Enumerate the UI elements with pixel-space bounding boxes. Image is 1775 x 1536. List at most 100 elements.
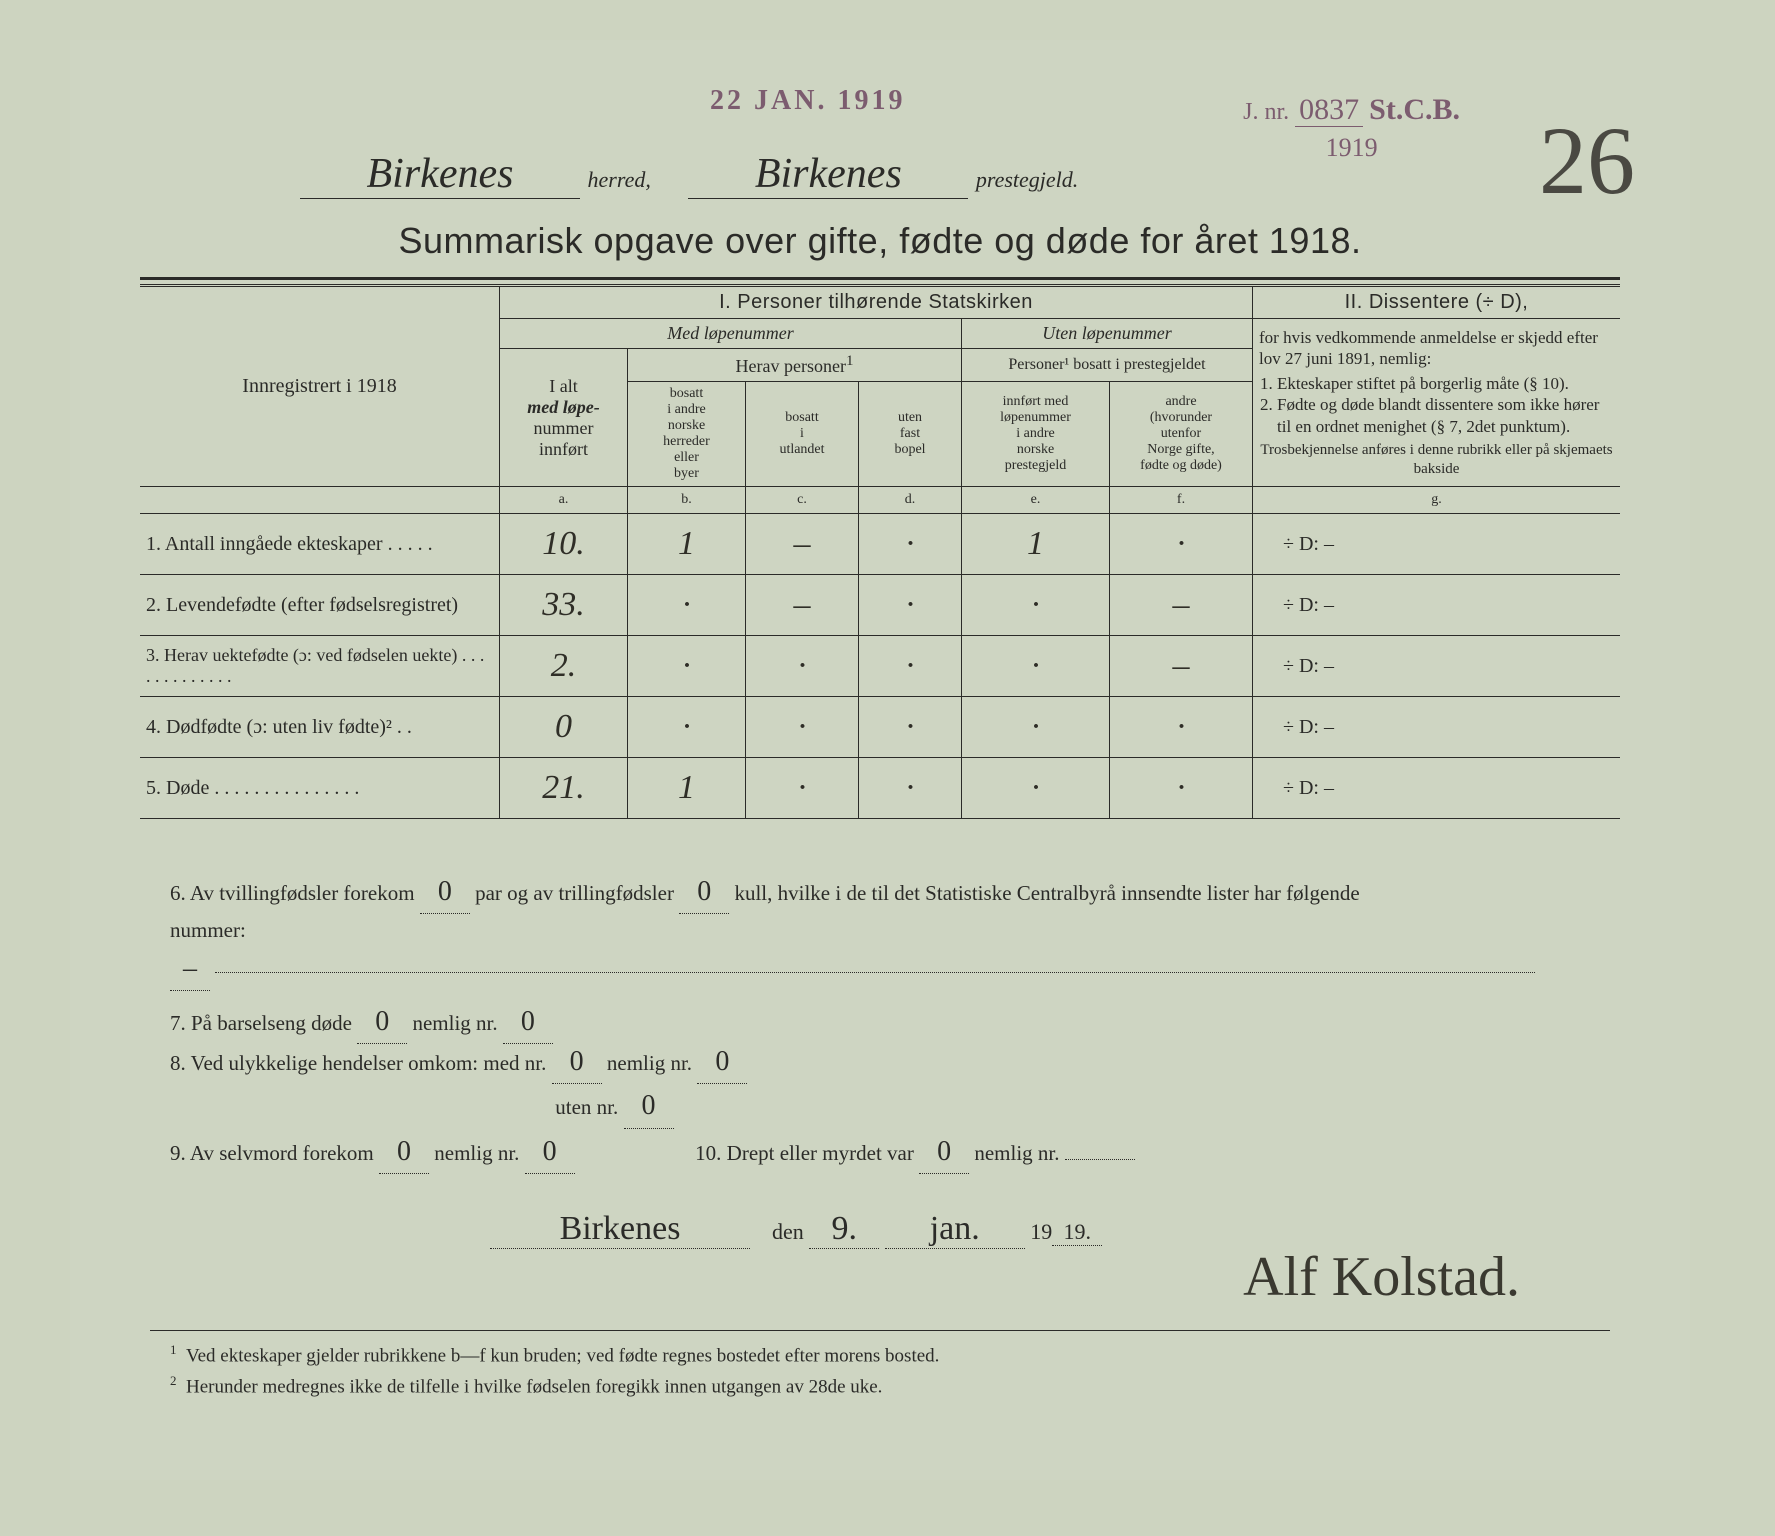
diss-item-1: Ekteskaper stiftet på borgerlig måte (§ … xyxy=(1277,373,1614,394)
row1-e: 1 xyxy=(962,514,1110,575)
row5-label: 5. Døde . . . . . . . . . . . . . . . xyxy=(140,758,500,819)
sig-den: den xyxy=(772,1219,804,1244)
letter-g: g. xyxy=(1253,487,1621,514)
signature-line: Birkenes den 9. jan. 1919. xyxy=(490,1210,1102,1249)
q7-pre: 7. På barselseng døde xyxy=(170,1011,352,1035)
q7-v2: 0 xyxy=(503,1000,553,1044)
q8-pre: 8. Ved ulykkelige hendelser omkom: med n… xyxy=(170,1051,546,1075)
table-row: 1. Antall inngåede ekteskaper . . . . . … xyxy=(140,514,1620,575)
uten-lopen-text: Uten løpenummer xyxy=(1042,323,1171,343)
cc2: utlandet xyxy=(779,442,824,457)
col-c-header: bosatt i utlandet xyxy=(746,382,859,487)
row3-f: – xyxy=(1110,636,1253,697)
med-lopen-text: Med løpenummer xyxy=(667,323,793,343)
cf3: Norge gifte, xyxy=(1147,442,1214,457)
row4-c: · xyxy=(746,697,859,758)
cf2: utenfor xyxy=(1161,426,1201,441)
cb0: bosatt xyxy=(670,386,703,401)
row3-b: · xyxy=(628,636,746,697)
sig-year-suffix: 19. xyxy=(1052,1219,1102,1246)
row5-e: · xyxy=(962,758,1110,819)
row2-d: · xyxy=(859,575,962,636)
herav-text: Herav personer xyxy=(736,356,846,376)
herred-line: Birkenes herred, Birkenes prestegjeld. xyxy=(300,150,1420,199)
q10-v1: 0 xyxy=(919,1130,969,1174)
row3-label: 3. Herav uektefødte (ɔ: ved fødselen uek… xyxy=(140,636,500,697)
cd1: fast xyxy=(900,426,920,441)
question-8: 8. Ved ulykkelige hendelser omkom: med n… xyxy=(170,1040,1590,1129)
row2-a: 33. xyxy=(500,575,628,636)
herred-label: herred, xyxy=(588,167,651,192)
col-b-header: bosatt i andre norske herreder eller bye… xyxy=(628,382,746,487)
footnote-2: Herunder medregnes ikke de tilfelle i hv… xyxy=(186,1376,882,1397)
cf4: fødte og døde) xyxy=(1140,458,1222,473)
footnote-rule xyxy=(150,1330,1610,1331)
row2-b: · xyxy=(628,575,746,636)
q10-v2 xyxy=(1065,1159,1135,1160)
col-d-header: uten fast bopel xyxy=(859,382,962,487)
row3-a: 2. xyxy=(500,636,628,697)
letter-a: a. xyxy=(500,487,628,514)
date-stamp: 22 JAN. 1919 xyxy=(710,85,905,117)
row4-g: ÷ D: – xyxy=(1253,697,1621,758)
row4-label: 4. Dødfødte (ɔ: uten liv fødte)² . . xyxy=(140,697,500,758)
table-row: 4. Dødfødte (ɔ: uten liv fødte)² . . 0 ·… xyxy=(140,697,1620,758)
q8-v2: 0 xyxy=(697,1040,747,1084)
heavy-rule xyxy=(140,277,1620,285)
cc0: bosatt xyxy=(785,410,818,425)
row1-label: 1. Antall inngåede ekteskaper . . . . . xyxy=(140,514,500,575)
q8-v1: 0 xyxy=(552,1040,602,1084)
cb4: eller xyxy=(674,450,699,465)
q10-mid: nemlig nr. xyxy=(974,1141,1059,1165)
row4-d: · xyxy=(859,697,962,758)
q6-twin: 0 xyxy=(420,870,470,914)
q6-mid: par og av trillingfødsler xyxy=(475,881,674,905)
q6-post: kull, hvilke i de til det Statistiske Ce… xyxy=(734,881,1359,905)
cc1: i xyxy=(800,426,804,441)
jnr-suffix: St.C.B. xyxy=(1369,93,1460,126)
q8-line2-pre: uten nr. xyxy=(555,1095,618,1119)
row1-a: 10. xyxy=(500,514,628,575)
q6-dash: – xyxy=(170,947,210,991)
dissentere-text: for hvis vedkommende anmeldelse er skjed… xyxy=(1253,319,1621,487)
cb1: i andre xyxy=(667,402,705,417)
col-a-l1: med løpe- xyxy=(527,397,599,417)
row4-b: · xyxy=(628,697,746,758)
q9-v2: 0 xyxy=(525,1130,575,1174)
med-lopenummer: Med løpenummer xyxy=(500,319,962,349)
col-a-header: I alt med løpe- nummer innført xyxy=(500,349,628,487)
summary-table: Innregistrert i 1918 I. Personer tilhøre… xyxy=(140,286,1620,819)
q6-triplet: 0 xyxy=(679,870,729,914)
cb5: byer xyxy=(674,466,699,481)
row4-a: 0 xyxy=(500,697,628,758)
q6-line2: nummer: xyxy=(170,918,246,942)
row5-d: · xyxy=(859,758,962,819)
pers-bosatt: Personer¹ bosatt i prestegjeldet xyxy=(962,349,1253,382)
q10-pre: 10. Drept eller myrdet var xyxy=(695,1141,914,1165)
row3-e: · xyxy=(962,636,1110,697)
uten-lopenummer: Uten løpenummer xyxy=(962,319,1253,349)
table-row: 5. Døde . . . . . . . . . . . . . . . 21… xyxy=(140,758,1620,819)
ce3: norske xyxy=(1017,442,1054,457)
page-number-handwritten: 26 xyxy=(1539,105,1635,216)
q9-mid: nemlig nr. xyxy=(434,1141,519,1165)
ce1: løpenummer xyxy=(1000,410,1071,425)
row5-f: · xyxy=(1110,758,1253,819)
row5-g: ÷ D: – xyxy=(1253,758,1621,819)
cb2: norske xyxy=(668,418,705,433)
jnr-number: 0837 xyxy=(1295,93,1363,127)
prestegjeld-value: Birkenes xyxy=(688,150,968,199)
cf1: (hvorunder xyxy=(1150,410,1212,425)
q9-pre: 9. Av selvmord forekom xyxy=(170,1141,374,1165)
ce2: i andre xyxy=(1016,426,1054,441)
row1-c: – xyxy=(746,514,859,575)
table-row: 3. Herav uektefødte (ɔ: ved fødselen uek… xyxy=(140,636,1620,697)
question-7: 7. På barselseng døde 0 nemlig nr. 0 xyxy=(170,1000,1590,1044)
q8-v3: 0 xyxy=(624,1084,674,1128)
sig-place: Birkenes xyxy=(490,1210,750,1249)
blank-left xyxy=(140,487,500,514)
q9-v1: 0 xyxy=(379,1130,429,1174)
row1-d: · xyxy=(859,514,962,575)
row3-c: · xyxy=(746,636,859,697)
document-page: 22 JAN. 1919 J. nr. 0837 St.C.B. 1919 26… xyxy=(70,40,1690,1480)
